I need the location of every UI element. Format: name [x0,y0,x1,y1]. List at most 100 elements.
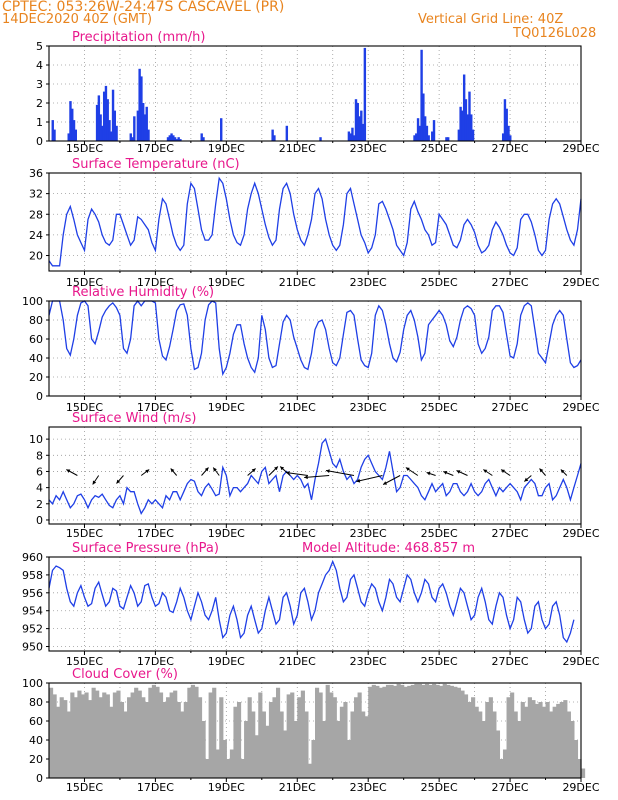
cloud-bar [563,700,568,778]
panel-title: Surface Temperature (nC) [72,157,240,172]
cloud-bar [478,711,483,778]
y-tick-label: 100 [22,295,43,308]
precip-bar [115,125,118,141]
precip-bar [505,108,508,141]
panel-frame [48,172,582,272]
precip-bar [138,68,141,141]
pres-series-line [48,559,575,644]
cloud-bar [88,700,93,778]
wind-arrow-head [66,469,71,473]
precip-bar [347,131,351,141]
x-tick-label: 21DEC [279,142,316,155]
y-tick-label: 20 [29,371,43,384]
cloud-bar [531,700,536,778]
cloud-bar [350,711,355,778]
precip-bar [74,129,77,141]
precip-bar [466,114,469,141]
y-tick-label: 80 [29,696,43,709]
wind-arrow-head [251,468,256,473]
x-tick-label: 27DEC [492,276,529,289]
cloud-bar [49,687,54,778]
x-tick-label: 19DEC [208,142,245,155]
precip-bar [172,135,175,141]
cloud-bar [70,692,75,778]
cloud-bar [311,740,316,778]
precip-bar [143,114,147,141]
panel-frame [48,556,582,652]
precip-bar [349,133,352,141]
cloud-bar [105,694,110,778]
precip-bar [462,74,466,141]
precip-bar [51,120,54,141]
cloud-bar [513,711,518,778]
cloud-bar [194,686,199,778]
cloud-bar [290,692,295,778]
cloud-bar [158,692,164,778]
cloud-bar [318,692,323,778]
x-tick-label: 15DEC [66,401,103,414]
precip-bar [131,137,134,141]
precip-bar [101,125,104,141]
wind-arrow-head [405,467,410,471]
cloud-bar [247,697,252,778]
cloud-bar [410,684,415,778]
cloud-bar [201,721,206,778]
x-tick-label: 27DEC [492,655,529,668]
cloud-bar [123,711,128,778]
x-tick-label: 23DEC [350,781,387,794]
cloud-bar [258,692,263,778]
wind-arrow [285,472,308,476]
cloud-bar [552,706,557,778]
wind-arrow-head [145,469,150,474]
x-tick-label: 29DEC [562,401,599,414]
cloud-bar [268,702,274,778]
x-tick-label: 21DEC [279,527,316,540]
precip-bar [111,89,115,141]
cloud-bar [407,685,412,778]
precip-bar [136,110,140,141]
cloud-bar [173,690,178,778]
precip-bar [202,137,205,141]
x-tick-label: 23DEC [350,527,387,540]
x-tick-label: 19DEC [208,401,245,414]
precip-bar [445,137,448,141]
cloud-bar [169,692,174,778]
cloud-bar [59,697,64,778]
cloud-bar [130,692,135,778]
cloud-bar [368,686,373,778]
cloud-bar [155,686,160,778]
precip-bar [423,116,427,141]
cloud-bar [297,697,302,778]
cloud-bar [396,683,401,778]
panel-title: Surface Pressure (hPa) [72,541,219,556]
x-tick-label: 19DEC [208,276,245,289]
precip-bar [71,108,74,141]
cloud-bar [566,711,571,778]
cloud-bar [453,686,458,778]
wind-arrow-head [304,475,308,480]
cloud-bar [343,702,348,778]
x-tick-label: 29DEC [562,527,599,540]
precip-bar [168,135,171,141]
cloud-bar [222,740,227,778]
precip-bar [145,106,148,141]
cloud-bar [538,702,543,778]
cloud-bar [336,721,341,778]
y-tick-label: 10 [29,433,43,446]
precip-bar [72,120,76,141]
cloud-bar [541,706,547,778]
precip-bar [461,110,464,141]
precip-bar [432,120,436,141]
y-tick-label: 2 [36,97,43,110]
cloud-bar [190,684,196,778]
cloud-bar [467,702,472,778]
precip-bar [470,114,473,141]
precip-bar [354,99,358,141]
wind-arrow-head [443,471,448,475]
x-tick-label: 15DEC [66,781,103,794]
cloud-bar [325,684,330,778]
cloud-bar [137,690,142,778]
cloud-bar [56,706,61,778]
cloud-bar [307,763,313,778]
